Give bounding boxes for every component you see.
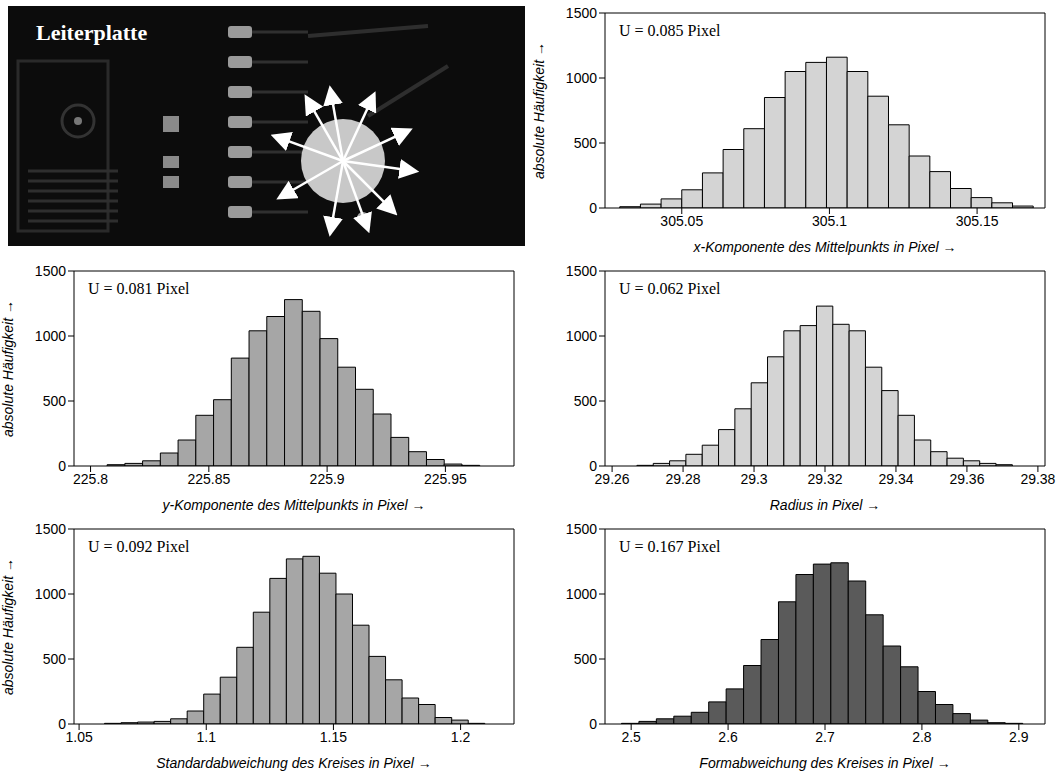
svg-text:29.32: 29.32	[807, 471, 842, 487]
svg-text:1.2: 1.2	[451, 729, 471, 745]
svg-text:1500: 1500	[566, 5, 597, 21]
svg-text:29.3: 29.3	[740, 471, 767, 487]
svg-text:29.36: 29.36	[949, 471, 984, 487]
html-text:U = 0.081 Pixel: U = 0.081 Pixel	[88, 280, 190, 297]
svg-text:500: 500	[574, 393, 598, 409]
svg-text:500: 500	[574, 651, 598, 667]
svg-text:2.9: 2.9	[1009, 729, 1029, 745]
svg-text:1.1: 1.1	[197, 729, 217, 745]
svg-text:2.6: 2.6	[718, 729, 738, 745]
svg-text:305.05: 305.05	[660, 213, 703, 229]
svg-text:0: 0	[589, 716, 597, 732]
svg-text:2.5: 2.5	[621, 729, 641, 745]
svg-text:500: 500	[43, 393, 67, 409]
svg-text:0: 0	[589, 458, 597, 474]
svg-text:225.9: 225.9	[310, 471, 345, 487]
svg-text:29.34: 29.34	[878, 471, 913, 487]
svg-text:1000: 1000	[35, 586, 66, 602]
svg-text:305.15: 305.15	[956, 213, 999, 229]
svg-text:Standardabweichung des Kreises: Standardabweichung des Kreises in Pixel …	[156, 755, 432, 771]
svg-text:1000: 1000	[35, 328, 66, 344]
svg-text:29.38: 29.38	[1020, 471, 1055, 487]
svg-text:225.85: 225.85	[187, 471, 230, 487]
svg-text:0: 0	[58, 458, 66, 474]
svg-text:500: 500	[574, 135, 598, 151]
svg-text:Leiterplatte: Leiterplatte	[36, 20, 147, 45]
svg-text:1500: 1500	[35, 521, 66, 537]
svg-text:2.7: 2.7	[815, 729, 835, 745]
html-text:U = 0.062 Pixel: U = 0.062 Pixel	[619, 280, 721, 297]
svg-text:1500: 1500	[35, 263, 66, 279]
svg-text:Radius in Pixel →: Radius in Pixel →	[770, 497, 881, 513]
svg-text:29.28: 29.28	[666, 471, 701, 487]
svg-text:1.15: 1.15	[320, 729, 347, 745]
svg-text:0: 0	[58, 716, 66, 732]
svg-text:0: 0	[589, 200, 597, 216]
svg-text:y-Komponente des Mittelpunkts: y-Komponente des Mittelpunkts in Pixel →	[161, 497, 425, 513]
svg-text:305.1: 305.1	[812, 213, 847, 229]
svg-text:29.26: 29.26	[595, 471, 630, 487]
svg-text:1.05: 1.05	[65, 729, 92, 745]
svg-text:1500: 1500	[566, 521, 597, 537]
svg-text:225.95: 225.95	[424, 471, 467, 487]
svg-text:Formabweichung des Kreises in: Formabweichung des Kreises in Pixel →	[699, 755, 950, 771]
svg-text:500: 500	[43, 651, 67, 667]
svg-text:absolute Häufigkeit →: absolute Häufigkeit →	[0, 300, 16, 437]
svg-text:2.8: 2.8	[912, 729, 932, 745]
html-text:U = 0.167 Pixel: U = 0.167 Pixel	[619, 538, 721, 555]
svg-text:absolute Häufigkeit →: absolute Häufigkeit →	[531, 42, 547, 179]
svg-text:1000: 1000	[566, 70, 597, 86]
svg-text:225.8: 225.8	[73, 471, 108, 487]
svg-text:absolute Häufigkeit →: absolute Häufigkeit →	[0, 558, 16, 695]
svg-text:x-Komponente des Mittelpunkts: x-Komponente des Mittelpunkts in Pixel →	[692, 239, 956, 255]
svg-text:1000: 1000	[566, 586, 597, 602]
html-text:U = 0.085 Pixel: U = 0.085 Pixel	[619, 22, 721, 39]
html-text:U = 0.092 Pixel: U = 0.092 Pixel	[88, 538, 190, 555]
svg-text:1500: 1500	[566, 263, 597, 279]
svg-text:1000: 1000	[566, 328, 597, 344]
